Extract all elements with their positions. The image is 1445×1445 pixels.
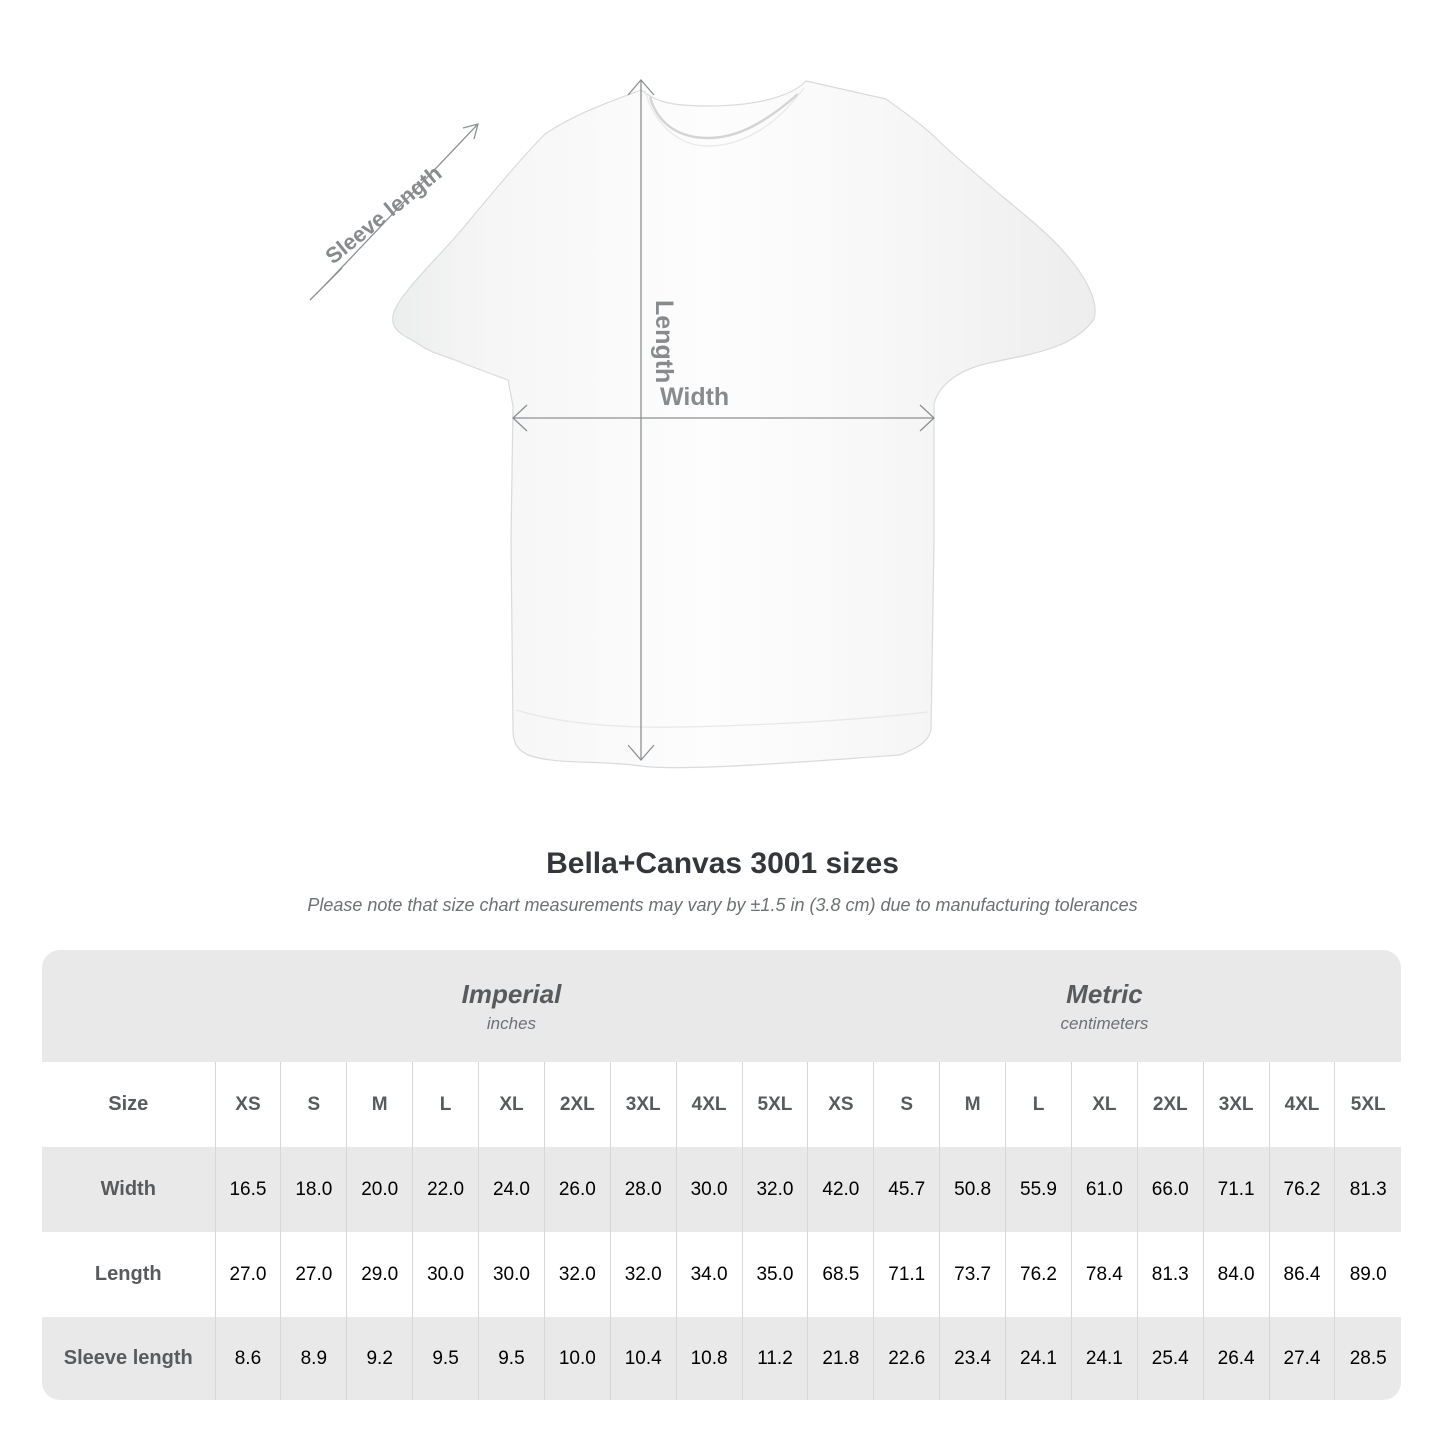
svg-text:Sleeve length: Sleeve length (320, 160, 446, 269)
svg-text:Length: Length (650, 300, 678, 383)
svg-text:Width: Width (660, 383, 729, 411)
